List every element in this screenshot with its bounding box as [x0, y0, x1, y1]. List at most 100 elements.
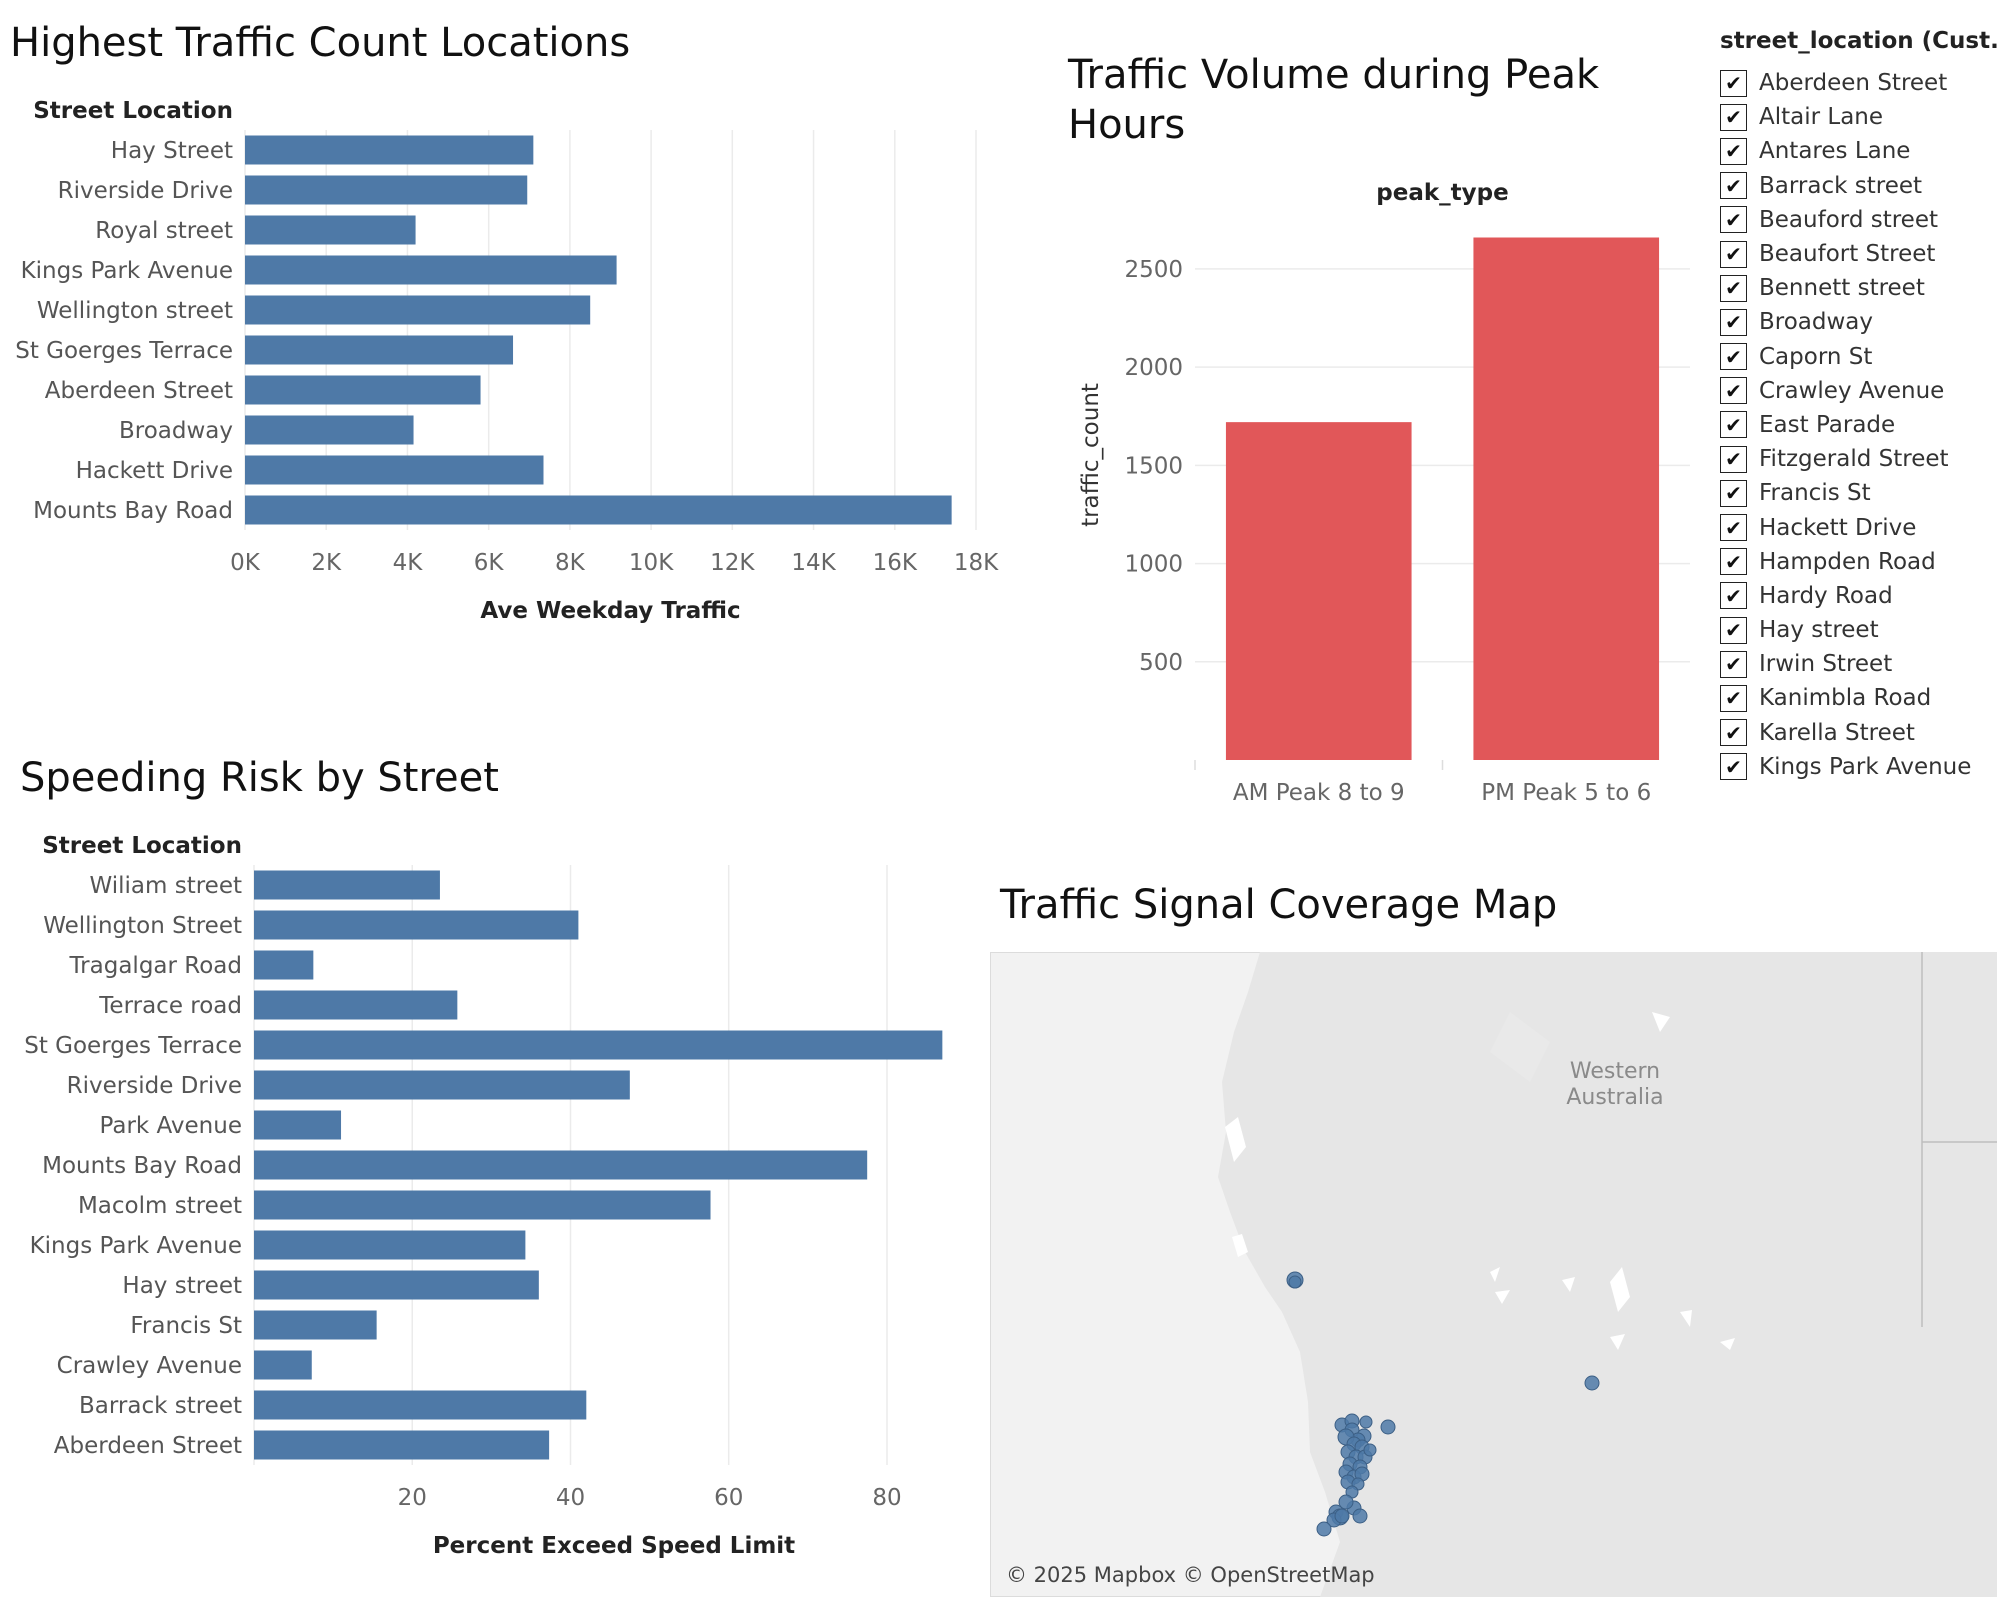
filter-item[interactable]: ✔ Kings Park Avenue: [1720, 750, 2000, 784]
checkbox-checked-icon[interactable]: ✔: [1720, 684, 1747, 712]
checkbox-checked-icon[interactable]: ✔: [1720, 377, 1747, 405]
checkbox-checked-icon[interactable]: ✔: [1720, 479, 1747, 507]
category-label: Riverside Drive: [67, 1073, 242, 1099]
bar[interactable]: [254, 870, 440, 900]
signal-location-point[interactable]: [1584, 1375, 1600, 1391]
filter-item[interactable]: ✔ Beauford street: [1720, 203, 2000, 237]
checkbox-checked-icon[interactable]: ✔: [1720, 308, 1747, 336]
filter-item[interactable]: ✔ East Parade: [1720, 408, 2000, 442]
map-points[interactable]: [1286, 1271, 1600, 1537]
checkbox-checked-icon[interactable]: ✔: [1720, 616, 1747, 644]
filter-item-label: Karella Street: [1759, 719, 1915, 746]
checkbox-checked-icon[interactable]: ✔: [1720, 137, 1747, 165]
bar[interactable]: [254, 1070, 630, 1100]
bar[interactable]: [254, 910, 579, 940]
checkbox-checked-icon[interactable]: ✔: [1720, 274, 1747, 302]
filter-item[interactable]: ✔ Altair Lane: [1720, 100, 2000, 134]
filter-item[interactable]: ✔ Antares Lane: [1720, 134, 2000, 168]
checkbox-checked-icon[interactable]: ✔: [1720, 411, 1747, 439]
map-landmass: [1218, 952, 1997, 1597]
signal-location-point[interactable]: [1288, 1275, 1302, 1289]
bar[interactable]: [245, 335, 514, 365]
signal-location-point[interactable]: [1380, 1419, 1396, 1435]
checkbox-checked-icon[interactable]: ✔: [1720, 172, 1747, 200]
signal-location-point[interactable]: [1352, 1508, 1368, 1524]
filter-item[interactable]: ✔ Kanimbla Road: [1720, 681, 2000, 715]
category-label: Royal street: [95, 218, 233, 244]
signal-location-point[interactable]: [1316, 1521, 1332, 1537]
bar[interactable]: [1225, 422, 1412, 760]
bar[interactable]: [254, 1030, 943, 1060]
bar[interactable]: [245, 295, 591, 325]
bar[interactable]: [254, 990, 458, 1020]
map-lake: [1490, 1012, 1735, 1350]
bar[interactable]: [254, 1270, 539, 1300]
bar[interactable]: [245, 175, 528, 205]
x-tick-label: 60: [714, 1485, 743, 1511]
x-tick-label: 80: [872, 1485, 901, 1511]
checkbox-checked-icon[interactable]: ✔: [1720, 69, 1747, 97]
filter-item[interactable]: ✔ Bennett street: [1720, 271, 2000, 305]
bar[interactable]: [254, 950, 314, 980]
bar[interactable]: [254, 1350, 312, 1380]
filter-item[interactable]: ✔ Beaufort Street: [1720, 237, 2000, 271]
bar[interactable]: [245, 135, 534, 165]
bar[interactable]: [254, 1390, 587, 1420]
x-tick-label: PM Peak 5 to 6: [1481, 780, 1651, 806]
bar[interactable]: [245, 255, 617, 285]
checkbox-checked-icon[interactable]: ✔: [1720, 206, 1747, 234]
filter-item-label: Irwin Street: [1759, 651, 1893, 678]
signal-location-point[interactable]: [1338, 1494, 1354, 1510]
bar[interactable]: [254, 1150, 868, 1180]
filter-item[interactable]: ✔ Caporn St: [1720, 340, 2000, 374]
checkbox-checked-icon[interactable]: ✔: [1720, 548, 1747, 576]
filter-item[interactable]: ✔ Hackett Drive: [1720, 510, 2000, 544]
category-label: Francis St: [130, 1313, 242, 1339]
filter-item[interactable]: ✔ Hay street: [1720, 613, 2000, 647]
checkbox-checked-icon[interactable]: ✔: [1720, 240, 1747, 268]
filter-item[interactable]: ✔ Hampden Road: [1720, 545, 2000, 579]
checkbox-checked-icon[interactable]: ✔: [1720, 445, 1747, 473]
bar[interactable]: [254, 1430, 550, 1460]
signal-location-point[interactable]: [1363, 1443, 1377, 1457]
filter-item[interactable]: ✔ Karella Street: [1720, 716, 2000, 750]
bar[interactable]: [254, 1110, 342, 1140]
checkbox-checked-icon[interactable]: ✔: [1720, 343, 1747, 371]
checkbox-checked-icon[interactable]: ✔: [1720, 103, 1747, 131]
traffic-count-bar-chart: Street Location Hay Street Riverside Drive…: [15, 98, 999, 624]
bar[interactable]: [245, 455, 544, 485]
filter-item[interactable]: ✔ Crawley Avenue: [1720, 374, 2000, 408]
checkbox-checked-icon[interactable]: ✔: [1720, 719, 1747, 747]
bar[interactable]: [245, 415, 414, 445]
x-tick-label: 12K: [710, 550, 755, 576]
checkbox-checked-icon[interactable]: ✔: [1720, 650, 1747, 678]
category-label: Barrack street: [79, 1393, 242, 1419]
filter-item[interactable]: ✔ Fitzgerald Street: [1720, 442, 2000, 476]
y-tick-label: 1500: [1124, 453, 1183, 479]
checkbox-checked-icon[interactable]: ✔: [1720, 514, 1747, 542]
bar[interactable]: [1473, 237, 1660, 761]
filter-item[interactable]: ✔ Francis St: [1720, 476, 2000, 510]
bar[interactable]: [245, 375, 481, 405]
checkbox-checked-icon[interactable]: ✔: [1720, 582, 1747, 610]
filter-item[interactable]: ✔ Irwin Street: [1720, 647, 2000, 681]
filter-item[interactable]: ✔ Aberdeen Street: [1720, 66, 2000, 100]
bar[interactable]: [245, 215, 416, 245]
bar[interactable]: [254, 1190, 711, 1220]
checkbox-checked-icon[interactable]: ✔: [1720, 753, 1747, 781]
bar[interactable]: [254, 1230, 526, 1260]
category-label: Wiliam street: [90, 873, 243, 899]
signal-location-point[interactable]: [1359, 1415, 1373, 1429]
x-axis-label: Ave Weekday Traffic: [480, 598, 740, 624]
signal-location-point[interactable]: [1334, 1508, 1350, 1524]
filter-item[interactable]: ✔ Barrack street: [1720, 169, 2000, 203]
filter-item-label: Hardy Road: [1759, 582, 1893, 609]
category-label: Aberdeen Street: [54, 1433, 242, 1459]
filter-item[interactable]: ✔ Broadway: [1720, 305, 2000, 339]
category-label: Riverside Drive: [58, 178, 233, 204]
filter-item[interactable]: ✔ Hardy Road: [1720, 579, 2000, 613]
bar[interactable]: [254, 1310, 377, 1340]
traffic-signal-map[interactable]: Western Australia © 2025 Mapbox © OpenSt…: [990, 952, 1997, 1597]
bar[interactable]: [245, 495, 952, 525]
filter-item-label: Altair Lane: [1759, 104, 1884, 131]
